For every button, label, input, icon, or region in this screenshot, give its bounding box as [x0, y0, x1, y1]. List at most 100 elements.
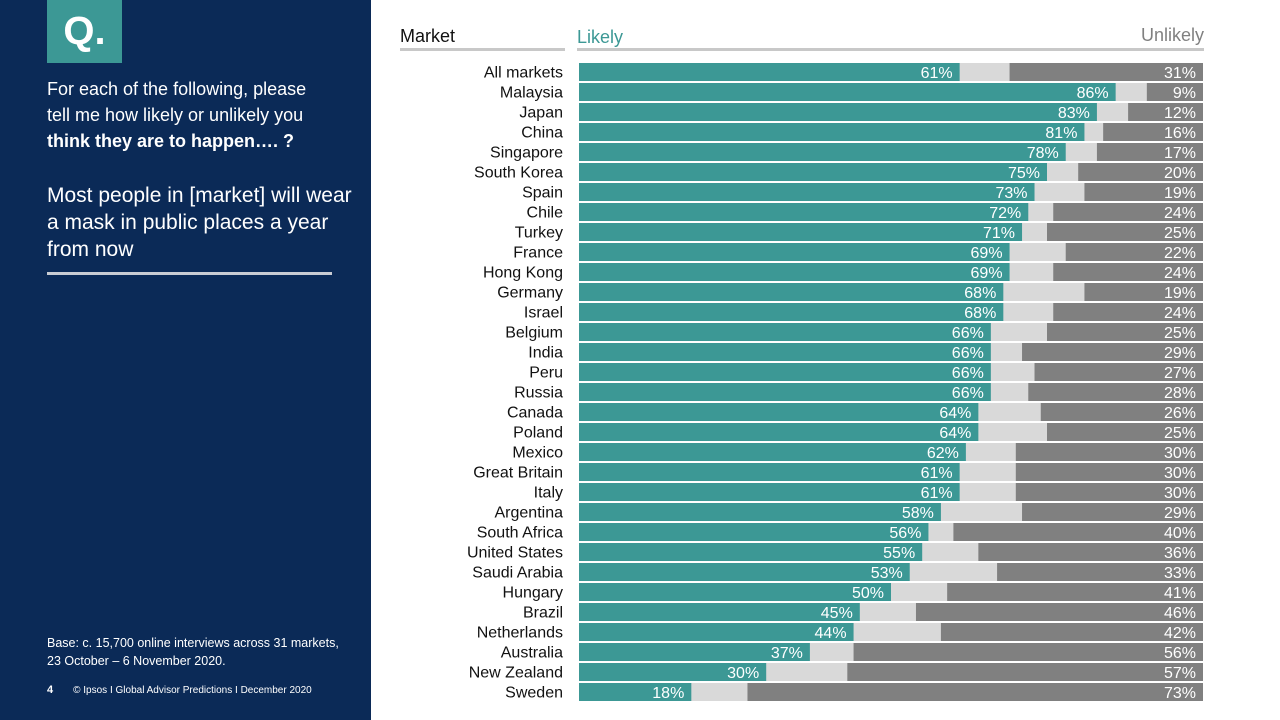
footer-credit: © Ipsos I Global Advisor Predictions I D…: [73, 684, 312, 696]
likely-value-label-israel: 68%: [964, 305, 996, 322]
bar-unlikely-italy: [1015, 483, 1203, 501]
category-label-poland: Poland: [513, 425, 563, 442]
bar-likely-brazil: [579, 603, 860, 621]
likely-value-label-canada: 64%: [939, 405, 971, 422]
likely-value-label-great-britain: 61%: [921, 465, 953, 482]
unlikely-legend: Unlikely: [1140, 25, 1204, 45]
category-label-australia: Australia: [501, 645, 563, 662]
likely-value-label-singapore: 78%: [1027, 145, 1059, 162]
bar-unlikely-hong-kong: [1053, 263, 1203, 281]
bar-likely-canada: [579, 403, 979, 421]
bar-unlikely-india: [1022, 343, 1203, 361]
unlikely-value-label-italy: 30%: [1164, 485, 1196, 502]
category-label-chile: Chile: [527, 205, 564, 222]
bar-unlikely-poland: [1047, 423, 1203, 441]
bar-likely-japan: [579, 103, 1097, 121]
unlikely-value-label-hong-kong: 24%: [1164, 265, 1196, 282]
category-label-russia: Russia: [514, 385, 563, 402]
unlikely-value-label-great-britain: 30%: [1164, 465, 1196, 482]
category-label-belgium: Belgium: [505, 325, 563, 342]
likely-value-label-turkey: 71%: [983, 225, 1015, 242]
likely-value-label-hong-kong: 69%: [971, 265, 1003, 282]
bar-likely-singapore: [579, 143, 1066, 161]
bar-unlikely-mexico: [1015, 443, 1203, 461]
unlikely-value-label-sweden: 73%: [1164, 685, 1196, 702]
unlikely-value-label-hungary: 41%: [1164, 585, 1196, 602]
likely-value-label-new-zealand: 30%: [727, 665, 759, 682]
bar-likely-spain: [579, 183, 1035, 201]
category-label-israel: Israel: [524, 305, 563, 322]
bar-likely-great-britain: [579, 463, 960, 481]
category-label-peru: Peru: [529, 365, 563, 382]
category-label-spain: Spain: [522, 185, 563, 202]
unlikely-value-label-russia: 28%: [1164, 385, 1196, 402]
likely-value-label-south-africa: 56%: [889, 525, 921, 542]
likely-value-label-sweden: 18%: [652, 685, 684, 702]
bar-likely-hong-kong: [579, 263, 1010, 281]
likely-value-label-netherlands: 44%: [815, 625, 847, 642]
category-label-united-states: United States: [467, 545, 563, 562]
bar-unlikely-hungary: [947, 583, 1203, 601]
likely-value-label-germany: 68%: [964, 285, 996, 302]
bar-likely-turkey: [579, 223, 1023, 241]
category-label-argentina: Argentina: [495, 505, 564, 522]
likely-value-label-brazil: 45%: [821, 605, 853, 622]
unlikely-value-label-malaysia: 9%: [1173, 85, 1196, 102]
bar-unlikely-france: [1065, 243, 1203, 261]
statement-text: Most people in [market] will wear a mask…: [47, 184, 352, 261]
bar-unlikely-singapore: [1096, 143, 1203, 161]
likely-value-label-australia: 37%: [771, 645, 803, 662]
bar-unlikely-sweden: [747, 683, 1203, 701]
bar-unlikely-belgium: [1047, 323, 1203, 341]
unlikely-value-label-india: 29%: [1164, 345, 1196, 362]
unlikely-value-label-mexico: 30%: [1164, 445, 1196, 462]
bar-likely-france: [579, 243, 1010, 261]
unlikely-value-label-south-korea: 20%: [1164, 165, 1196, 182]
unlikely-value-label-singapore: 17%: [1164, 145, 1196, 162]
unlikely-value-label-germany: 19%: [1164, 285, 1196, 302]
bar-unlikely-south-korea: [1078, 163, 1203, 181]
bar-likely-netherlands: [579, 623, 854, 641]
bar-likely-new-zealand: [579, 663, 767, 681]
category-label-sweden: Sweden: [505, 685, 563, 702]
unlikely-value-label-australia: 56%: [1164, 645, 1196, 662]
bar-unlikely-russia: [1028, 383, 1203, 401]
unlikely-value-label-china: 16%: [1164, 125, 1196, 142]
category-label-hong-kong: Hong Kong: [483, 265, 563, 282]
likely-value-label-malaysia: 86%: [1077, 85, 1109, 102]
category-label-france: France: [513, 245, 563, 262]
bar-unlikely-great-britain: [1015, 463, 1203, 481]
bar-unlikely-all-markets: [1009, 63, 1203, 81]
category-label-all-markets: All markets: [484, 65, 563, 82]
category-label-india: India: [528, 345, 563, 362]
bar-likely-mexico: [579, 443, 966, 461]
likely-value-label-peru: 66%: [952, 365, 984, 382]
bar-likely-peru: [579, 363, 991, 381]
category-label-malaysia: Malaysia: [500, 85, 563, 102]
unlikely-value-label-israel: 24%: [1164, 305, 1196, 322]
bar-unlikely-netherlands: [940, 623, 1203, 641]
unlikely-value-label-turkey: 25%: [1164, 225, 1196, 242]
bar-unlikely-argentina: [1022, 503, 1203, 521]
category-label-south-africa: South Africa: [477, 525, 563, 542]
bar-unlikely-spain: [1084, 183, 1203, 201]
unlikely-value-label-spain: 19%: [1164, 185, 1196, 202]
bar-unlikely-united-states: [978, 543, 1203, 561]
bar-unlikely-south-africa: [953, 523, 1203, 541]
question-badge: Q.: [47, 0, 122, 63]
bar-likely-argentina: [579, 503, 941, 521]
question-sidebar: Q. For each of the following, please tel…: [0, 0, 371, 720]
market-header-rule: [400, 48, 565, 51]
bar-unlikely-israel: [1053, 303, 1203, 321]
bar-unlikely-new-zealand: [847, 663, 1203, 681]
likely-value-label-argentina: 58%: [902, 505, 934, 522]
category-label-netherlands: Netherlands: [477, 625, 563, 642]
bar-unlikely-saudi-arabia: [997, 563, 1203, 581]
likely-value-label-poland: 64%: [939, 425, 971, 442]
bar-unlikely-chile: [1053, 203, 1203, 221]
category-label-china: China: [521, 125, 563, 142]
question-line-1: For each of the following, please: [47, 79, 307, 99]
bar-likely-israel: [579, 303, 1004, 321]
likely-value-label-belgium: 66%: [952, 325, 984, 342]
bar-likely-south-africa: [579, 523, 929, 541]
